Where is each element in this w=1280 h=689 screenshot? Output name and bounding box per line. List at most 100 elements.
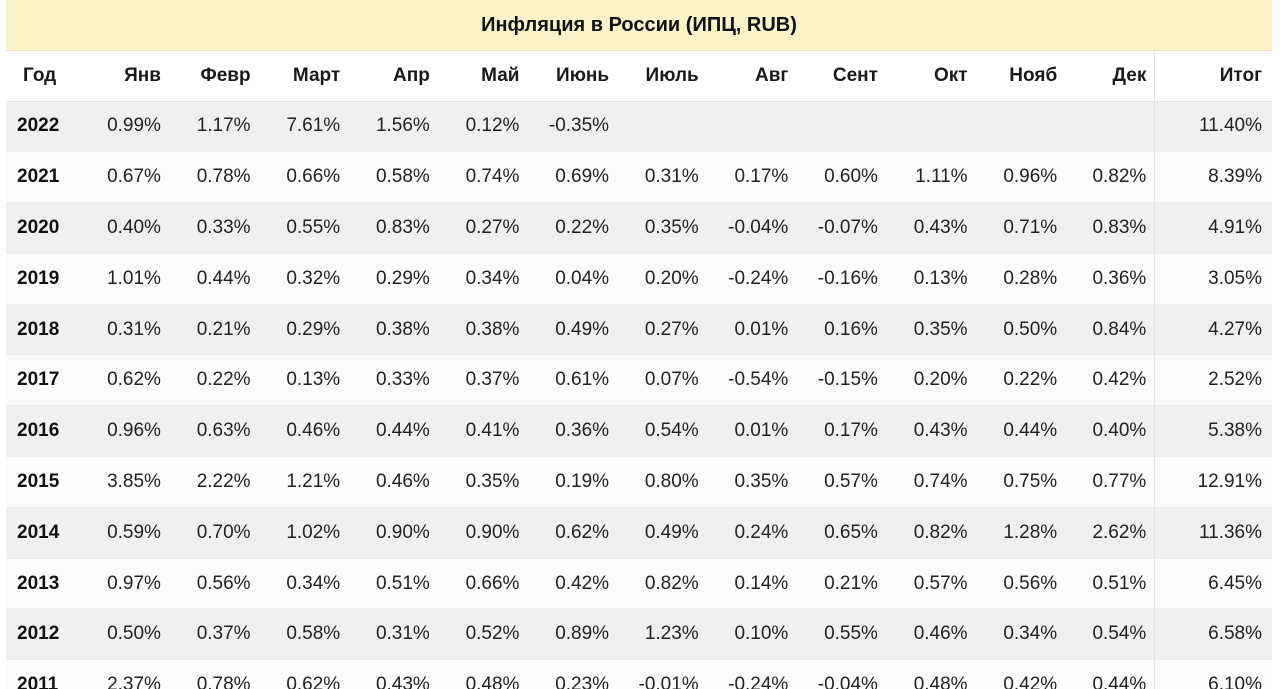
month-value-cell: 0.77% <box>1065 456 1155 508</box>
total-value-cell: 4.27% <box>1154 304 1272 356</box>
column-header-month: Июль <box>617 51 707 102</box>
column-header-month: Авг <box>706 51 797 102</box>
month-value-cell: 0.34% <box>258 558 349 610</box>
month-value-cell: 0.32% <box>258 253 349 305</box>
month-value-cell: 0.43% <box>348 659 438 689</box>
month-value-cell: 0.21% <box>168 304 259 356</box>
month-value-cell: 2.37% <box>79 659 169 689</box>
month-value-cell: -0.04% <box>796 659 886 689</box>
month-value-cell: 0.44% <box>1065 659 1155 689</box>
table-row: 2016 0.96% 0.63% 0.46% 0.44% 0.41% 0.36% 0.54% 0… <box>6 405 1272 458</box>
month-value-cell: 0.70% <box>168 507 259 559</box>
table-row: 2014 0.59% 0.70% 1.02% 0.90% 0.90% 0.62% 0.49% 0… <box>6 507 1272 559</box>
month-value-cell: 0.27% <box>437 202 528 254</box>
month-value-cell: 0.54% <box>617 405 707 458</box>
month-value-cell: 0.34% <box>437 253 528 305</box>
month-value-cell: 0.43% <box>885 405 976 458</box>
table-row: 2020 0.40% 0.33% 0.55% 0.83% 0.27% 0.22% 0.35% -… <box>6 202 1272 254</box>
month-value-cell: 0.43% <box>885 202 976 254</box>
total-value-cell: 12.91% <box>1154 456 1272 508</box>
year-cell: 2016 <box>6 405 80 458</box>
month-value-cell: 0.42% <box>975 659 1066 689</box>
year-cell: 2017 <box>6 354 80 407</box>
month-value-cell: 0.49% <box>527 304 618 356</box>
month-value-cell: 1.17% <box>168 101 259 153</box>
month-value-cell <box>885 101 976 153</box>
month-value-cell: 0.67% <box>79 151 169 204</box>
month-value-cell: 0.01% <box>706 304 797 356</box>
month-value-cell: 0.20% <box>885 354 976 407</box>
column-header-month: Окт <box>885 51 976 102</box>
month-value-cell: 0.34% <box>975 608 1066 661</box>
column-header-year: Год <box>6 51 80 102</box>
total-value-cell: 8.39% <box>1154 151 1272 204</box>
total-value-cell: 6.10% <box>1154 659 1272 689</box>
month-value-cell: 1.11% <box>885 151 976 204</box>
month-value-cell: 0.14% <box>706 558 797 610</box>
month-value-cell: 0.31% <box>79 304 169 356</box>
month-value-cell: 0.04% <box>527 253 618 305</box>
total-value-cell: 2.52% <box>1154 354 1272 407</box>
month-value-cell: 0.35% <box>885 304 976 356</box>
month-value-cell: 0.84% <box>1065 304 1155 356</box>
table-body: 2022 0.99% 1.17% 7.61% 1.56% 0.12% -0.35% 11.40… <box>6 101 1272 689</box>
month-value-cell: -0.35% <box>527 101 618 153</box>
month-value-cell: 0.48% <box>437 659 528 689</box>
month-value-cell: -0.15% <box>796 354 886 407</box>
month-value-cell: 0.90% <box>437 507 528 559</box>
month-value-cell: 0.54% <box>1065 608 1155 661</box>
table-row: 2015 3.85% 2.22% 1.21% 0.46% 0.35% 0.19% 0.80% 0… <box>6 456 1272 508</box>
month-value-cell: 0.01% <box>706 405 797 458</box>
month-value-cell: 0.96% <box>975 151 1066 204</box>
month-value-cell: 0.40% <box>1065 405 1155 458</box>
month-value-cell: 0.13% <box>258 354 349 407</box>
month-value-cell: 0.58% <box>258 608 349 661</box>
month-value-cell: 0.60% <box>796 151 886 204</box>
total-value-cell: 11.36% <box>1154 507 1272 559</box>
month-value-cell: 0.23% <box>527 659 618 689</box>
total-value-cell: 6.45% <box>1154 558 1272 610</box>
month-value-cell: 0.62% <box>258 659 349 689</box>
year-cell: 2021 <box>6 151 80 204</box>
month-value-cell: 0.42% <box>527 558 618 610</box>
month-value-cell: 0.74% <box>885 456 976 508</box>
month-value-cell: 0.61% <box>527 354 618 407</box>
month-value-cell: 2.62% <box>1065 507 1155 559</box>
month-value-cell: 0.16% <box>796 304 886 356</box>
month-value-cell: 7.61% <box>258 101 349 153</box>
month-value-cell: 0.78% <box>168 151 259 204</box>
month-value-cell: 0.29% <box>348 253 438 305</box>
month-value-cell: 0.28% <box>975 253 1066 305</box>
month-value-cell: 0.35% <box>437 456 528 508</box>
month-value-cell: 0.12% <box>437 101 528 153</box>
month-value-cell: 0.62% <box>79 354 169 407</box>
month-value-cell: 0.90% <box>348 507 438 559</box>
month-value-cell: 0.22% <box>168 354 259 407</box>
year-cell: 2015 <box>6 456 80 508</box>
column-header-month: Июнь <box>527 51 618 102</box>
column-header-month: Сент <box>796 51 886 102</box>
month-value-cell: 0.82% <box>885 507 976 559</box>
month-value-cell: 0.17% <box>796 405 886 458</box>
table-row: 2019 1.01% 0.44% 0.32% 0.29% 0.34% 0.04% 0.20% -… <box>6 253 1272 305</box>
column-header-month: Февр <box>168 51 259 102</box>
month-value-cell: -0.24% <box>706 253 797 305</box>
month-value-cell: 0.78% <box>168 659 259 689</box>
month-value-cell: 0.07% <box>617 354 707 407</box>
month-value-cell: 0.33% <box>348 354 438 407</box>
month-value-cell: 0.55% <box>796 608 886 661</box>
month-value-cell: 0.46% <box>348 456 438 508</box>
month-value-cell: 1.02% <box>258 507 349 559</box>
month-value-cell: 0.89% <box>527 608 618 661</box>
month-value-cell: 0.46% <box>885 608 976 661</box>
header-row: Год Янв Февр Март Апр Май Июнь Июль Авг Сент Окт Но… <box>6 51 1272 102</box>
month-value-cell: 0.51% <box>348 558 438 610</box>
month-value-cell: 0.82% <box>617 558 707 610</box>
month-value-cell: 0.44% <box>348 405 438 458</box>
month-value-cell: 0.65% <box>796 507 886 559</box>
total-value-cell: 4.91% <box>1154 202 1272 254</box>
month-value-cell: 0.51% <box>1065 558 1155 610</box>
month-value-cell: 0.48% <box>885 659 976 689</box>
month-value-cell: 0.35% <box>617 202 707 254</box>
month-value-cell <box>617 101 707 153</box>
